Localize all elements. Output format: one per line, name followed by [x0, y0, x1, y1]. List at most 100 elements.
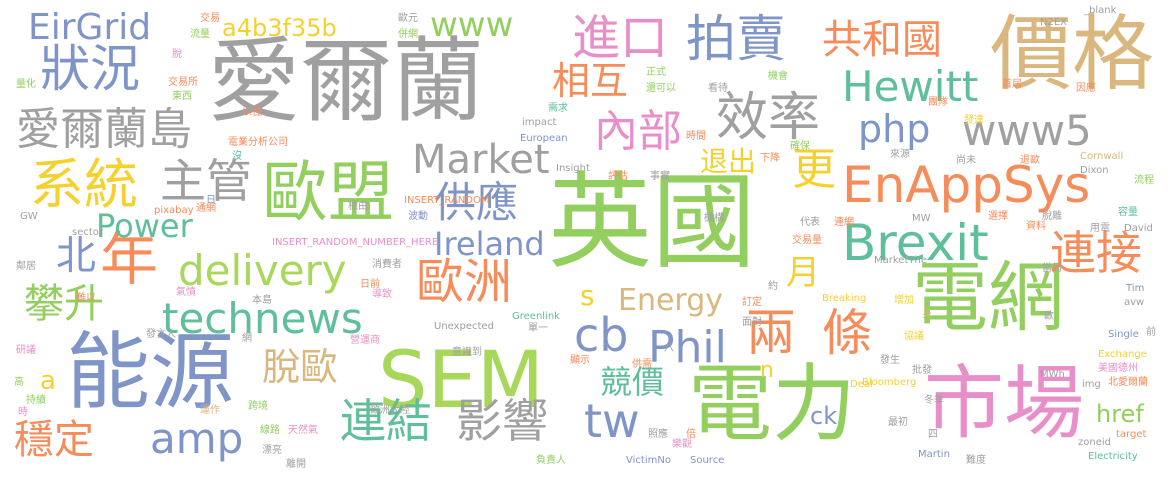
word-small-94: 消費者 [372, 259, 402, 270]
word-delivery: delivery [178, 246, 347, 295]
word-small-8: 併網 [398, 29, 418, 40]
word-small-80: 照應 [648, 429, 668, 440]
word-tw: tw [584, 394, 640, 448]
word-small-106: 氣憤 [176, 287, 196, 298]
word-cb: cb [574, 308, 629, 362]
word-small-97: 沒 [232, 151, 242, 162]
word-small-87: 意識到 [452, 347, 482, 358]
word-energy-zh: 能源 [66, 323, 235, 421]
word-small-28: 來源 [890, 149, 910, 160]
word-small-91: 波動 [408, 211, 428, 222]
word-small-37: 脫離 [1042, 211, 1062, 222]
word-small-78: Source [690, 455, 725, 466]
word-status: 狀況 [40, 40, 140, 98]
word-small-48: img [1082, 379, 1101, 390]
word-small-99: 以往 [242, 107, 262, 118]
word-small-104: 鄰居 [16, 261, 36, 272]
word-north: 北 [56, 233, 96, 279]
word-small-65: 增加 [894, 295, 914, 306]
word-small-21: 時間 [686, 131, 706, 142]
word-small-52: Martin [918, 449, 950, 460]
word-small-53: 難度 [966, 455, 986, 466]
word-small-83: 顯示 [570, 355, 590, 366]
word-small-7: 歐元 [398, 13, 418, 24]
word-republic: 共和國 [822, 17, 942, 63]
word-small-112: 持續 [26, 395, 46, 406]
word-small-96: 標由 [348, 201, 368, 212]
word-small-10: _blank [1084, 5, 1117, 16]
word-small-75: 面對 [742, 317, 762, 328]
word-bidding: 競價 [600, 363, 665, 401]
word-s: s [580, 279, 595, 312]
word-href: href [1096, 400, 1144, 428]
word-technews: technews [162, 294, 363, 343]
word-small-62: 發生 [880, 355, 900, 366]
word-eu: 歐盟 [262, 154, 394, 231]
word-efficiency: 效率 [716, 88, 821, 148]
word-small-77: 樂觀 [672, 439, 692, 450]
word-small-60: 協議 [904, 331, 924, 342]
word-small-89: INSERT_RANDOM_NUMBER_HERE [272, 237, 439, 248]
word-small-13: 看待 [708, 83, 728, 94]
word-small-70: 代表 [800, 217, 820, 228]
word-more: 更 [792, 144, 836, 195]
word-small-63: 歐 [1044, 311, 1054, 322]
word-small-25: 因應 [1076, 83, 1096, 94]
word-small-113: 時 [18, 407, 28, 418]
word-europe: 歐洲 [416, 254, 513, 310]
word-small-2: 流量 [190, 29, 210, 40]
word-small-12: 還可以 [646, 83, 676, 94]
word-n: n [760, 358, 774, 383]
word-small-61: 批發 [912, 365, 932, 376]
word-auction: 拍賣 [686, 10, 786, 68]
word-brexit: Brexit [842, 214, 989, 272]
word-rise: 攀升 [24, 281, 104, 327]
word-small-73: 約 [768, 281, 778, 292]
word-small-33: Dixon [1080, 165, 1109, 176]
word-small-14: 機會 [768, 71, 788, 82]
word-small-31: Cornwall [1080, 151, 1124, 162]
word-amp: amp [150, 414, 244, 463]
word-small-98: 電業分析公司 [228, 137, 288, 148]
word-small-69: 機構 [704, 213, 724, 224]
word-price: 價格 [990, 7, 1155, 102]
word-phil: Phil [648, 322, 727, 373]
word-a: a [40, 366, 56, 396]
word-small-108: 網 [242, 333, 252, 344]
word-small-26: 發達 [964, 115, 984, 126]
word-small-24: 首屆 [1002, 79, 1022, 90]
word-small-88: 營運商 [350, 335, 380, 346]
word-small-114: 跨境 [248, 401, 268, 412]
word-small-120: 負責人 [536, 455, 566, 466]
word-small-18: Insight [556, 163, 590, 174]
word-small-117: 線路 [260, 425, 280, 436]
word-small-27: 下降 [760, 153, 780, 164]
word-small-4: 量化 [16, 79, 36, 90]
word-small-47: 北愛爾蘭 [1108, 377, 1148, 388]
word-small-44: Single [1108, 329, 1139, 340]
word-enappsys: EnAppSys [842, 156, 1091, 214]
word-regulator: 主管 [160, 154, 252, 208]
word-small-57: Deal [850, 379, 873, 390]
word-small-36: 用電 [1090, 223, 1110, 234]
word-market-zh: 市場 [924, 357, 1084, 450]
word-small-86: Unexpected [434, 321, 494, 332]
word-small-59: 四 [928, 429, 938, 440]
word-small-43: 前 [1146, 327, 1156, 338]
word-small-82: 八 [664, 343, 674, 354]
word-connect: 連接 [1050, 226, 1142, 280]
word-ireland-en: Ireland [434, 225, 545, 263]
word-ck: ck [810, 402, 838, 430]
word-small-72: 交易量 [792, 235, 822, 246]
word-small-66: Breaking [822, 293, 867, 304]
word-small-32: 流程 [1134, 175, 1154, 186]
word-grid: 電網 [912, 253, 1064, 342]
word-php: php [858, 107, 931, 151]
word-month: 月 [786, 253, 820, 293]
word-small-64: 身 [922, 309, 932, 320]
word-small-79: VictimNo [626, 455, 671, 466]
word-small-5: 交易所 [168, 77, 198, 88]
word-uk: 英國 [548, 161, 757, 283]
word-small-56: Bloomberg [862, 377, 917, 388]
